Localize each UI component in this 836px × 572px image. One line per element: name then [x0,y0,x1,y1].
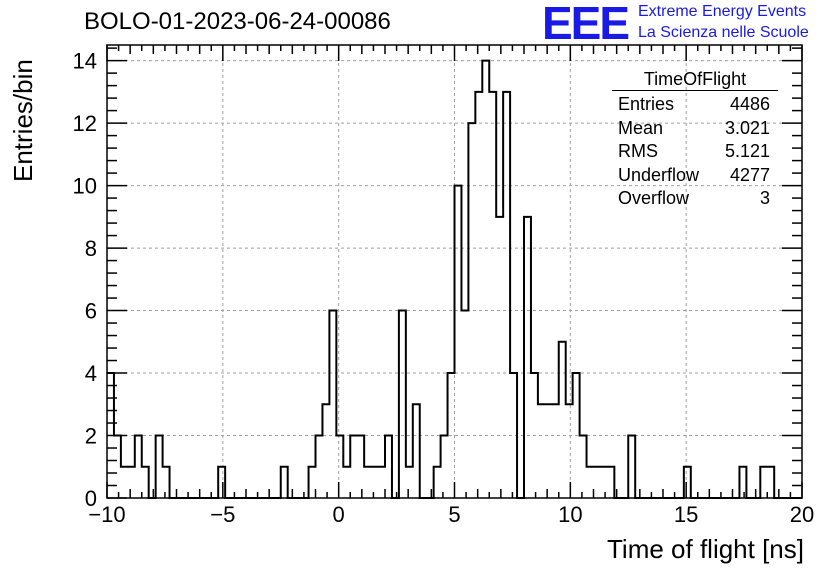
y-tick-label: 2 [85,424,97,449]
stats-row-overflow: Overflow 3 [612,187,778,211]
stats-row-entries: Entries 4486 [612,93,778,117]
stats-value: 4486 [729,94,770,114]
stats-box: TimeOfFlight Entries 4486 Mean 3.021 RMS… [612,68,778,211]
x-tick-label: −10 [88,502,125,527]
y-tick-label: 8 [85,236,97,261]
y-tick-label: 0 [85,486,97,511]
run-title: BOLO-01-2023-06-24-00086 [84,8,391,35]
tick-labels: −10 −5 0 5 10 15 20 0 2 4 6 8 10 12 14 [73,49,815,527]
logo-subtitle-1: Extreme Energy Events [638,3,807,20]
y-tick-label: 4 [85,361,97,386]
stats-label: Entries [618,94,675,114]
x-tick-label: −5 [210,502,235,527]
stats-title: TimeOfFlight [643,69,747,89]
x-tick-label: 0 [333,502,345,527]
stats-value: 3.021 [724,117,770,138]
x-tick-label: 20 [790,502,814,527]
stats-label: Underflow [618,164,700,185]
x-axis-label: Time of flight [ns] [607,534,804,564]
stats-row-rms: RMS 5.121 [612,140,778,164]
y-axis-label: Entries/bin [8,59,38,182]
stats-label: RMS [618,141,658,161]
x-tick-label: 5 [448,502,460,527]
y-tick-label: 10 [73,174,97,199]
stats-row-mean: Mean 3.021 [612,117,778,141]
stats-value: 5.121 [724,141,770,161]
logo-subtitle-2: La Scienza nelle Scuole [638,24,809,41]
stats-value: 4277 [729,164,770,185]
eee-logo: EEE [542,0,630,49]
x-tick-label: 10 [558,502,582,527]
y-tick-label: 6 [85,299,97,324]
y-tick-label: 14 [73,49,97,74]
stats-row-underflow: Underflow 4277 [612,164,778,188]
stats-label: Overflow [618,188,690,208]
axis-ticks [106,45,803,499]
y-tick-label: 12 [73,111,97,136]
stats-label: Mean [618,117,664,138]
stats-value: 3 [759,188,770,208]
stats-divider [612,90,778,91]
x-tick-label: 15 [674,502,698,527]
